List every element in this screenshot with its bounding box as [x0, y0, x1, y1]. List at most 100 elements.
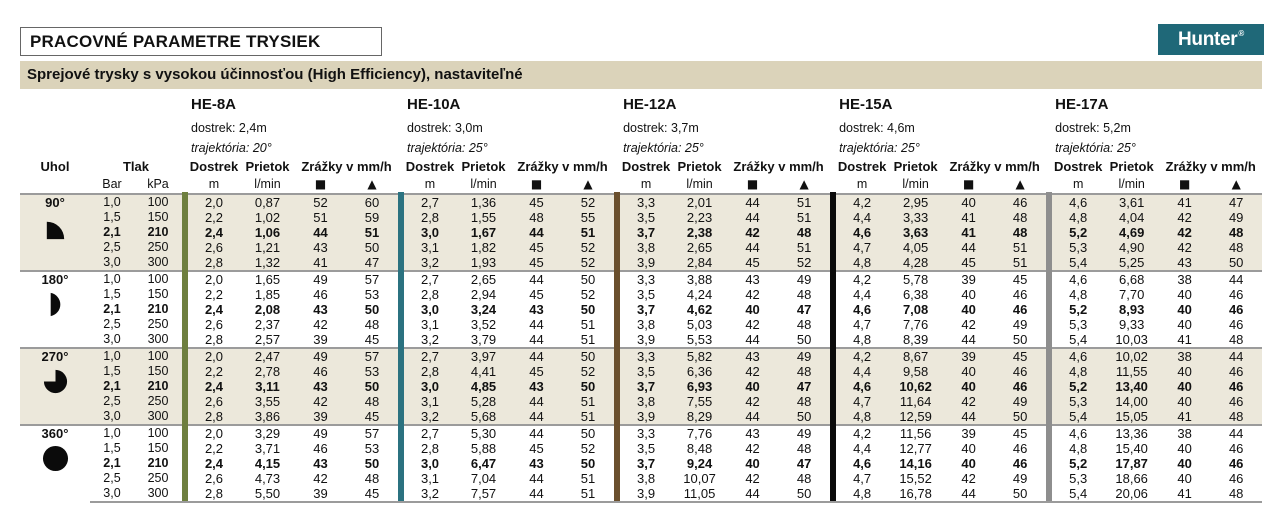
value-cell: 2,0	[188, 270, 240, 287]
value-cell: 46	[1228, 317, 1244, 332]
page-title-text: PRACOVNÉ PARAMETRE TRYSIEK	[30, 32, 321, 51]
value-cell: 6,36	[672, 364, 728, 379]
bar-unit-header: Bar	[90, 176, 134, 195]
value-cell: 43	[295, 240, 346, 255]
nozzle-range: dostrek: 3,0m	[407, 121, 483, 135]
hunter-logo-text: Hunter	[1177, 28, 1238, 50]
value-cell: 42	[1159, 240, 1211, 255]
value-cell: 41	[295, 255, 346, 271]
value-cell: 44	[727, 210, 779, 225]
value-cell: 2,2	[204, 287, 224, 302]
value-cell: 4,6	[836, 225, 889, 240]
value-cell: 50	[346, 379, 399, 394]
value-cell: 4,62	[686, 302, 713, 317]
value-cell: 43	[511, 379, 563, 394]
pressure-kpa-cell: 250	[134, 240, 182, 255]
pressure-kpa-cell: 300	[147, 332, 169, 346]
value-cell: 1,82	[456, 240, 512, 255]
value-cell: 48	[994, 210, 1047, 225]
value-cell: 10,07	[683, 471, 716, 486]
value-cell: 45	[364, 332, 380, 347]
value-cell: 42	[1159, 225, 1211, 240]
value-cell: 3,9	[620, 486, 673, 503]
value-cell: 3,7	[620, 379, 673, 394]
value-cell: 7,04	[470, 471, 497, 486]
table-row: 3,0 300 2,8 3,86 39 45 3,2 5,68 44 51 3,9 8,29 44 50 4…	[20, 409, 1263, 425]
value-cell: 48	[511, 210, 563, 225]
value-cell: 44	[727, 193, 779, 210]
value-cell: 51	[580, 471, 596, 486]
value-cell: 5,4	[1052, 255, 1105, 271]
value-cell: 40	[1177, 302, 1192, 317]
value-cell: 44	[727, 486, 779, 503]
value-cell: 46	[1228, 287, 1244, 302]
subtitle-band: Sprejové trysky s vysokou účinnosťou (Hi…	[20, 61, 1262, 89]
nozzle-trajectory: trajektória: 25°	[839, 141, 920, 155]
value-cell: 15,05	[1104, 409, 1160, 425]
value-cell: 40	[961, 456, 976, 471]
value-cell: 2,8	[188, 409, 240, 425]
value-cell: 50	[778, 486, 831, 503]
value-cell: 51	[778, 210, 831, 225]
value-cell: 45	[511, 255, 563, 271]
value-cell: 11,05	[672, 486, 728, 503]
value-cell: 3,7	[620, 225, 673, 240]
pressure-column-header: Tlak	[122, 159, 149, 174]
table-row: 1,5 150 2,2 1,02 51 59 2,8 1,55 48 55 3,5 2,23 44 51 4…	[20, 210, 1263, 225]
value-cell: 45	[994, 347, 1047, 364]
value-cell: 41	[1177, 332, 1192, 347]
angle-icon-quarter-circle	[46, 221, 64, 240]
value-cell: 7,76	[672, 424, 728, 441]
value-cell: 4,6	[1052, 193, 1105, 210]
pressure-bar-cell: 3,0	[90, 255, 134, 271]
value-cell: 42	[961, 471, 976, 486]
value-cell: 18,66	[1115, 471, 1148, 486]
value-cell: 48	[778, 364, 831, 379]
value-cell: 43	[529, 302, 544, 317]
value-cell: 1,65	[240, 270, 295, 287]
value-cell: 2,6	[188, 394, 240, 409]
value-cell: 3,33	[888, 210, 944, 225]
value-cell: 14,16	[899, 456, 932, 471]
value-cell: 46	[994, 379, 1047, 394]
value-cell: 7,08	[902, 302, 929, 317]
value-cell: 5,2	[1052, 225, 1105, 240]
pressure-bar-cell: 2,1	[103, 456, 121, 470]
value-cell: 45	[727, 255, 779, 271]
value-cell: 4,6	[1052, 347, 1105, 364]
value-cell: 50	[1210, 255, 1263, 271]
value-cell: 43	[295, 379, 346, 394]
value-cell: 3,1	[404, 394, 457, 409]
value-cell: 4,7	[836, 240, 889, 255]
value-cell: 4,85	[456, 379, 512, 394]
lmin-unit-header: l/min	[456, 176, 512, 195]
value-cell: 4,6	[853, 302, 872, 317]
value-cell: 46	[1210, 394, 1263, 409]
pressure-bar-cell: 2,5	[103, 471, 121, 485]
value-cell: 15,40	[1115, 441, 1148, 456]
pressure-kpa-cell: 150	[147, 287, 169, 301]
value-cell: 40	[943, 379, 995, 394]
value-cell: 2,4	[188, 379, 240, 394]
value-cell: 57	[346, 424, 399, 441]
value-cell: 43	[727, 347, 779, 364]
value-cell: 2,8	[204, 332, 224, 347]
square-symbol-icon: ■	[295, 176, 346, 195]
value-cell: 48	[1210, 486, 1263, 503]
value-cell: 14,00	[1104, 394, 1160, 409]
value-cell: 4,8	[853, 332, 872, 347]
value-cell: 50	[562, 347, 615, 364]
table-row: 2,5 250 2,6 2,37 42 48 3,1 3,52 44 51 3,8 5,03 42 48 4…	[20, 317, 1262, 332]
value-cell: 40	[1159, 379, 1211, 394]
value-cell: 51	[562, 409, 615, 425]
pressure-bar-cell: 1,5	[103, 287, 121, 301]
nozzle-name: HE-15A	[839, 96, 893, 113]
value-cell: 44	[529, 317, 544, 332]
value-cell: 46	[1012, 287, 1028, 302]
value-cell: 44	[511, 347, 563, 364]
value-cell: 43	[313, 456, 328, 471]
value-cell: 5,68	[456, 409, 512, 425]
value-cell: 42	[727, 394, 779, 409]
value-cell: 51	[580, 317, 596, 332]
value-cell: 13,36	[1104, 424, 1160, 441]
